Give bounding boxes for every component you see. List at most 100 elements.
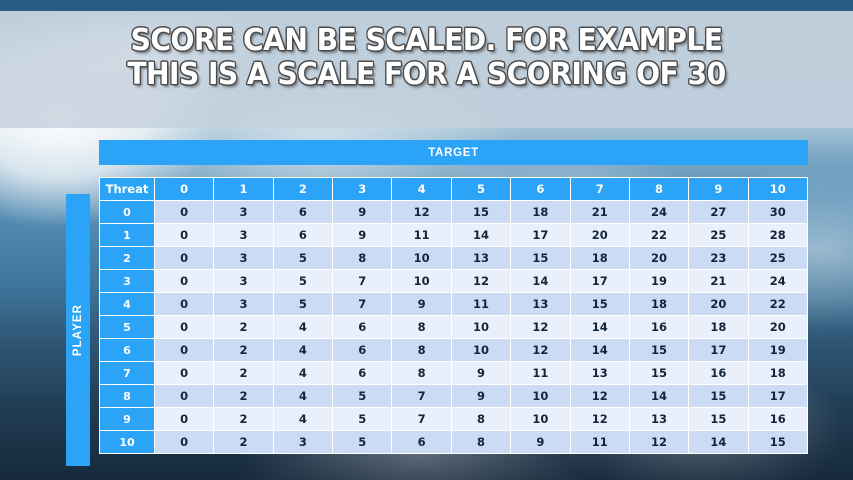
matrix-cell: 21 bbox=[689, 270, 748, 292]
matrix-col-header-0: 0 bbox=[155, 178, 214, 200]
matrix-cell: 11 bbox=[570, 431, 629, 453]
matrix-row: 6 0 2 4 6 8 10 12 14 15 17 19 bbox=[100, 339, 807, 361]
matrix-cell: 10 bbox=[511, 408, 570, 430]
matrix-cell: 22 bbox=[748, 293, 807, 315]
matrix-cell: 17 bbox=[748, 385, 807, 407]
matrix-cell: 2 bbox=[214, 408, 273, 430]
matrix-cell: 3 bbox=[214, 224, 273, 246]
matrix-col-header-8: 8 bbox=[629, 178, 689, 200]
matrix-cell: 6 bbox=[333, 316, 392, 338]
matrix-cell: 28 bbox=[748, 224, 807, 246]
matrix-cell: 5 bbox=[333, 385, 392, 407]
matrix-cell: 0 bbox=[155, 224, 214, 246]
matrix-col-header-3: 3 bbox=[333, 178, 392, 200]
matrix-cell: 0 bbox=[155, 247, 214, 269]
matrix-cell: 15 bbox=[451, 201, 511, 223]
matrix-cell: 5 bbox=[333, 408, 392, 430]
matrix-cell: 4 bbox=[273, 316, 333, 338]
matrix-row-header-3: 3 bbox=[100, 270, 154, 292]
matrix-cell: 5 bbox=[273, 247, 333, 269]
matrix-cell: 16 bbox=[629, 316, 689, 338]
matrix-row-header-1: 1 bbox=[100, 224, 154, 246]
matrix-col-header-1: 1 bbox=[214, 178, 273, 200]
matrix-row: 5 0 2 4 6 8 10 12 14 16 18 20 bbox=[100, 316, 807, 338]
matrix-cell: 5 bbox=[273, 270, 333, 292]
matrix-col-header-10: 10 bbox=[748, 178, 807, 200]
matrix-cell: 7 bbox=[392, 408, 451, 430]
matrix-row: 1 0 3 6 9 11 14 17 20 22 25 28 bbox=[100, 224, 807, 246]
matrix-row-header-10: 10 bbox=[100, 431, 154, 453]
matrix-cell: 14 bbox=[570, 316, 629, 338]
matrix-col-header-5: 5 bbox=[451, 178, 511, 200]
slide-title: SCORE CAN BE SCALED. FOR EXAMPLE THIS IS… bbox=[127, 23, 726, 92]
matrix-cell: 12 bbox=[629, 431, 689, 453]
matrix-cell: 15 bbox=[748, 431, 807, 453]
matrix-col-header-7: 7 bbox=[570, 178, 629, 200]
matrix-cell: 6 bbox=[273, 201, 333, 223]
top-accent-band bbox=[0, 0, 853, 11]
matrix-row-header-0: 0 bbox=[100, 201, 154, 223]
matrix-row-header-9: 9 bbox=[100, 408, 154, 430]
target-axis-label: TARGET bbox=[428, 146, 479, 159]
matrix-row-header-2: 2 bbox=[100, 247, 154, 269]
matrix-cell: 12 bbox=[451, 270, 511, 292]
matrix-cell: 10 bbox=[451, 339, 511, 361]
matrix-row: 8 0 2 4 5 7 9 10 12 14 15 17 bbox=[100, 385, 807, 407]
matrix-cell: 9 bbox=[511, 431, 570, 453]
matrix-cell: 24 bbox=[629, 201, 689, 223]
matrix-cell: 13 bbox=[511, 293, 570, 315]
title-overlay-band bbox=[0, 11, 853, 128]
matrix-cell: 10 bbox=[392, 247, 451, 269]
matrix-cell: 21 bbox=[570, 201, 629, 223]
matrix-cell: 27 bbox=[689, 201, 748, 223]
matrix-cell: 9 bbox=[451, 385, 511, 407]
matrix-cell: 3 bbox=[214, 293, 273, 315]
matrix-row: 0 0 3 6 9 12 15 18 21 24 27 30 bbox=[100, 201, 807, 223]
matrix-cell: 18 bbox=[748, 362, 807, 384]
matrix-cell: 4 bbox=[273, 339, 333, 361]
matrix-row: 10 0 2 3 5 6 8 9 11 12 14 15 bbox=[100, 431, 807, 453]
matrix-cell: 13 bbox=[570, 362, 629, 384]
matrix-cell: 15 bbox=[689, 385, 748, 407]
matrix-cell: 15 bbox=[629, 362, 689, 384]
matrix-cell: 24 bbox=[748, 270, 807, 292]
matrix-cell: 0 bbox=[155, 201, 214, 223]
matrix-row: 2 0 3 5 8 10 13 15 18 20 23 25 bbox=[100, 247, 807, 269]
matrix-col-header-6: 6 bbox=[511, 178, 570, 200]
matrix-cell: 18 bbox=[511, 201, 570, 223]
matrix-cell: 0 bbox=[155, 270, 214, 292]
target-axis-label-bar: TARGET bbox=[99, 140, 808, 165]
matrix-cell: 22 bbox=[629, 224, 689, 246]
matrix-cell: 0 bbox=[155, 431, 214, 453]
matrix-cell: 10 bbox=[511, 385, 570, 407]
matrix-cell: 3 bbox=[214, 201, 273, 223]
matrix-cell: 6 bbox=[333, 362, 392, 384]
matrix-cell: 2 bbox=[214, 339, 273, 361]
matrix-header-row: Threat 0 1 2 3 4 5 6 7 8 9 10 bbox=[100, 178, 807, 200]
matrix-cell: 14 bbox=[451, 224, 511, 246]
matrix-cell: 17 bbox=[689, 339, 748, 361]
matrix-cell: 15 bbox=[511, 247, 570, 269]
matrix-cell: 18 bbox=[689, 316, 748, 338]
matrix-cell: 14 bbox=[511, 270, 570, 292]
matrix-col-header-9: 9 bbox=[689, 178, 748, 200]
matrix-cell: 8 bbox=[392, 339, 451, 361]
matrix-cell: 8 bbox=[451, 408, 511, 430]
matrix-body: 0 0 3 6 9 12 15 18 21 24 27 30 1 0 3 6 9 11 14 17 20 22 25 28 2 0… bbox=[100, 201, 807, 453]
matrix-cell: 11 bbox=[511, 362, 570, 384]
matrix-cell: 17 bbox=[511, 224, 570, 246]
matrix-cell: 6 bbox=[273, 224, 333, 246]
matrix-cell: 7 bbox=[333, 293, 392, 315]
matrix-cell: 0 bbox=[155, 339, 214, 361]
matrix-row-header-4: 4 bbox=[100, 293, 154, 315]
matrix-cell: 19 bbox=[629, 270, 689, 292]
matrix-cell: 8 bbox=[451, 431, 511, 453]
matrix-cell: 20 bbox=[689, 293, 748, 315]
matrix-cell: 16 bbox=[689, 362, 748, 384]
matrix-cell: 0 bbox=[155, 362, 214, 384]
matrix-cell: 0 bbox=[155, 385, 214, 407]
matrix-row-header-6: 6 bbox=[100, 339, 154, 361]
matrix-cell: 25 bbox=[748, 247, 807, 269]
matrix-cell: 10 bbox=[392, 270, 451, 292]
score-scale-matrix: Threat 0 1 2 3 4 5 6 7 8 9 10 0 0 3 6 9 12 15 18 21 24 27 30 1… bbox=[99, 177, 808, 454]
